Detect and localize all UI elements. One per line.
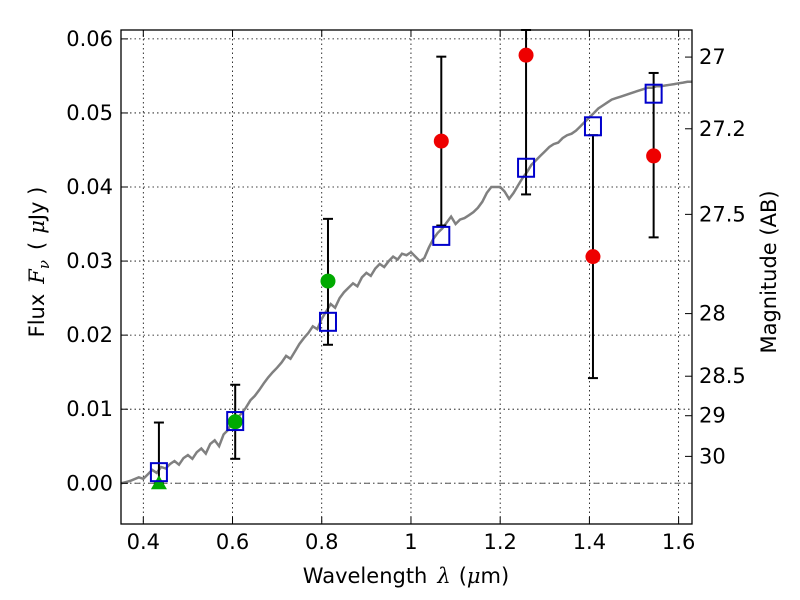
observed-flux-marker [585, 249, 601, 265]
y-tick-label: 0.02 [66, 323, 113, 347]
x-axis-label-unit-mu: μ [467, 564, 481, 588]
x-tick-label: 0.6 [216, 530, 249, 554]
model-photometry-marker [149, 462, 168, 483]
model-photometry-marker [318, 311, 337, 332]
y-tick-label: 0.01 [66, 397, 113, 421]
y-axis-label-unit-mu: μ [25, 220, 49, 234]
magnitude-tick-label: 28.5 [699, 364, 746, 388]
y-tick-label: 0.00 [66, 471, 113, 495]
y-axis-label-subscript: ν [35, 260, 53, 269]
y-axis-label-unit-rest: Jy ) [25, 187, 49, 223]
y-axis-label-unit-open: ( [25, 242, 49, 250]
model-photometry-marker [226, 411, 245, 432]
observed-flux-marker [518, 47, 534, 63]
plot-frame [120, 29, 693, 525]
y-axis-label: Flux Fν ( μJy ) [25, 187, 53, 338]
error-bars [153, 29, 659, 485]
observed-flux-marker [320, 273, 336, 289]
x-axis-label-symbol: λ [436, 564, 450, 588]
model-photometry-marker [517, 157, 536, 178]
magnitude-tick-label: 29 [699, 404, 726, 428]
magnitude-tick-label: 28 [699, 302, 726, 326]
observed-flux-marker [227, 414, 243, 430]
model-spectrum-line [120, 80, 692, 485]
model-photometry-marker [644, 83, 663, 104]
y-tick-label: 0.06 [66, 27, 113, 51]
x-axis-label-unit-rest: m) [481, 564, 510, 588]
observed-upper-limit-marker [150, 475, 167, 490]
model-photometry-marker [432, 225, 451, 246]
x-tick-label: 0.4 [127, 530, 160, 554]
observed-points [150, 47, 662, 490]
y-axis-label-symbol: F [25, 268, 49, 285]
x-tick-label: 1.2 [483, 530, 516, 554]
x-tick-label: 1 [404, 530, 417, 554]
model-photometry-marker [583, 116, 602, 137]
secondary-y-axis-label: Magnitude (AB) [757, 190, 781, 353]
magnitude-tick-label: 27.2 [699, 117, 746, 141]
model-photometry-points [149, 83, 663, 483]
observed-flux-marker [646, 148, 662, 164]
y-axis-label-prefix: Flux [25, 294, 49, 338]
y-tick-label: 0.05 [66, 101, 113, 125]
y-tick-label: 0.04 [66, 175, 113, 199]
x-tick-label: 1.4 [573, 530, 606, 554]
y-tick-label: 0.03 [66, 249, 113, 273]
x-tick-label: 0.8 [305, 530, 338, 554]
x-tick-label: 1.6 [662, 530, 695, 554]
x-axis-label-unit-open: ( [459, 564, 467, 588]
magnitude-tick-label: 27 [699, 45, 726, 69]
x-axis-label-prefix: Wavelength [303, 564, 428, 588]
x-axis-label: Wavelength λ (μm) [303, 564, 509, 588]
observed-flux-marker [433, 133, 449, 149]
magnitude-tick-label: 30 [699, 444, 726, 468]
magnitude-tick-label: 27.5 [699, 202, 746, 226]
axis-ticks: 0.4 0.6 0.8 1 1.2 1.4 1.6 0.00 0.01 0.02 0.03 0.04 0… [66, 27, 746, 554]
